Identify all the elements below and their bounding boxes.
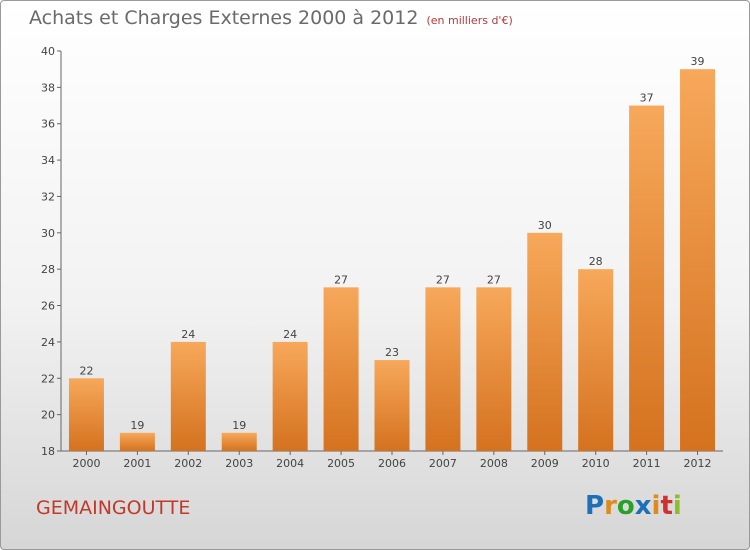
y-tick-label: 24 <box>41 336 55 349</box>
value-label-2002: 24 <box>181 328 195 341</box>
value-label-2009: 30 <box>538 219 552 232</box>
x-tick-label-2010: 2010 <box>582 457 610 470</box>
x-tick-label-2009: 2009 <box>531 457 559 470</box>
x-tick-label-2001: 2001 <box>123 457 151 470</box>
y-tick-label: 22 <box>41 372 55 385</box>
y-tick-label: 18 <box>41 445 55 458</box>
x-tick-label-2012: 2012 <box>684 457 712 470</box>
x-tick-label-2002: 2002 <box>174 457 202 470</box>
value-label-2005: 27 <box>334 273 348 286</box>
bar-2007 <box>425 287 461 451</box>
town-name: GEMAINGOUTTE <box>36 497 191 519</box>
chart-title: Achats et Charges Externes 2000 à 2012 (e… <box>29 7 513 29</box>
x-axis: 2000 2001 2002 2003 2004 2005 2006 2007 2008 2009… <box>61 450 723 470</box>
y-tick-label: 28 <box>41 263 55 276</box>
y-axis: 18 20 22 24 26 28 30 32 34 36 38 40 <box>41 45 62 458</box>
y-tick-label: 34 <box>41 154 55 167</box>
bar-2012 <box>680 69 716 451</box>
y-tick-label: 40 <box>41 45 55 58</box>
y-tick-label: 30 <box>41 227 55 240</box>
bar-2002 <box>170 341 206 451</box>
y-tick-label: 36 <box>41 118 55 131</box>
bar-2004 <box>272 341 308 451</box>
y-tick-label: 38 <box>41 81 55 94</box>
bar-2005 <box>323 287 359 451</box>
x-tick-label-2007: 2007 <box>429 457 457 470</box>
x-tick-label-2005: 2005 <box>327 457 355 470</box>
bar-2008 <box>476 287 512 451</box>
value-label-2003: 19 <box>232 419 246 432</box>
value-label-2000: 22 <box>79 364 93 377</box>
chart-subtitle: (en milliers d'€) <box>426 14 513 27</box>
x-tick-label-2008: 2008 <box>480 457 508 470</box>
y-tick-label: 32 <box>41 190 55 203</box>
x-tick-label-2004: 2004 <box>276 457 304 470</box>
bar-2009 <box>527 232 563 451</box>
value-label-2001: 19 <box>130 419 144 432</box>
x-tick-label-2006: 2006 <box>378 457 406 470</box>
bars: 22 19 24 19 24 27 23 27 27 30 28 37 39 <box>68 55 716 451</box>
value-label-2008: 27 <box>487 273 501 286</box>
y-tick-label: 26 <box>41 300 55 313</box>
x-tick-label-2011: 2011 <box>633 457 661 470</box>
value-label-2012: 39 <box>691 55 705 68</box>
bar-2006 <box>374 360 410 451</box>
x-tick-label-2000: 2000 <box>72 457 100 470</box>
value-label-2011: 37 <box>640 92 654 105</box>
value-label-2006: 23 <box>385 346 399 359</box>
bar-2000 <box>68 378 104 451</box>
value-label-2010: 28 <box>589 255 603 268</box>
chart-title-text: Achats et Charges Externes 2000 à 2012 <box>29 7 419 29</box>
bar-2011 <box>629 105 665 451</box>
proxiti-logo[interactable]: Proxiti <box>585 491 682 521</box>
value-label-2007: 27 <box>436 273 450 286</box>
bar-2003 <box>221 432 257 451</box>
bar-2010 <box>578 269 614 451</box>
x-tick-label-2003: 2003 <box>225 457 253 470</box>
value-label-2004: 24 <box>283 328 297 341</box>
y-tick-label: 20 <box>41 409 55 422</box>
bar-2001 <box>119 432 155 451</box>
